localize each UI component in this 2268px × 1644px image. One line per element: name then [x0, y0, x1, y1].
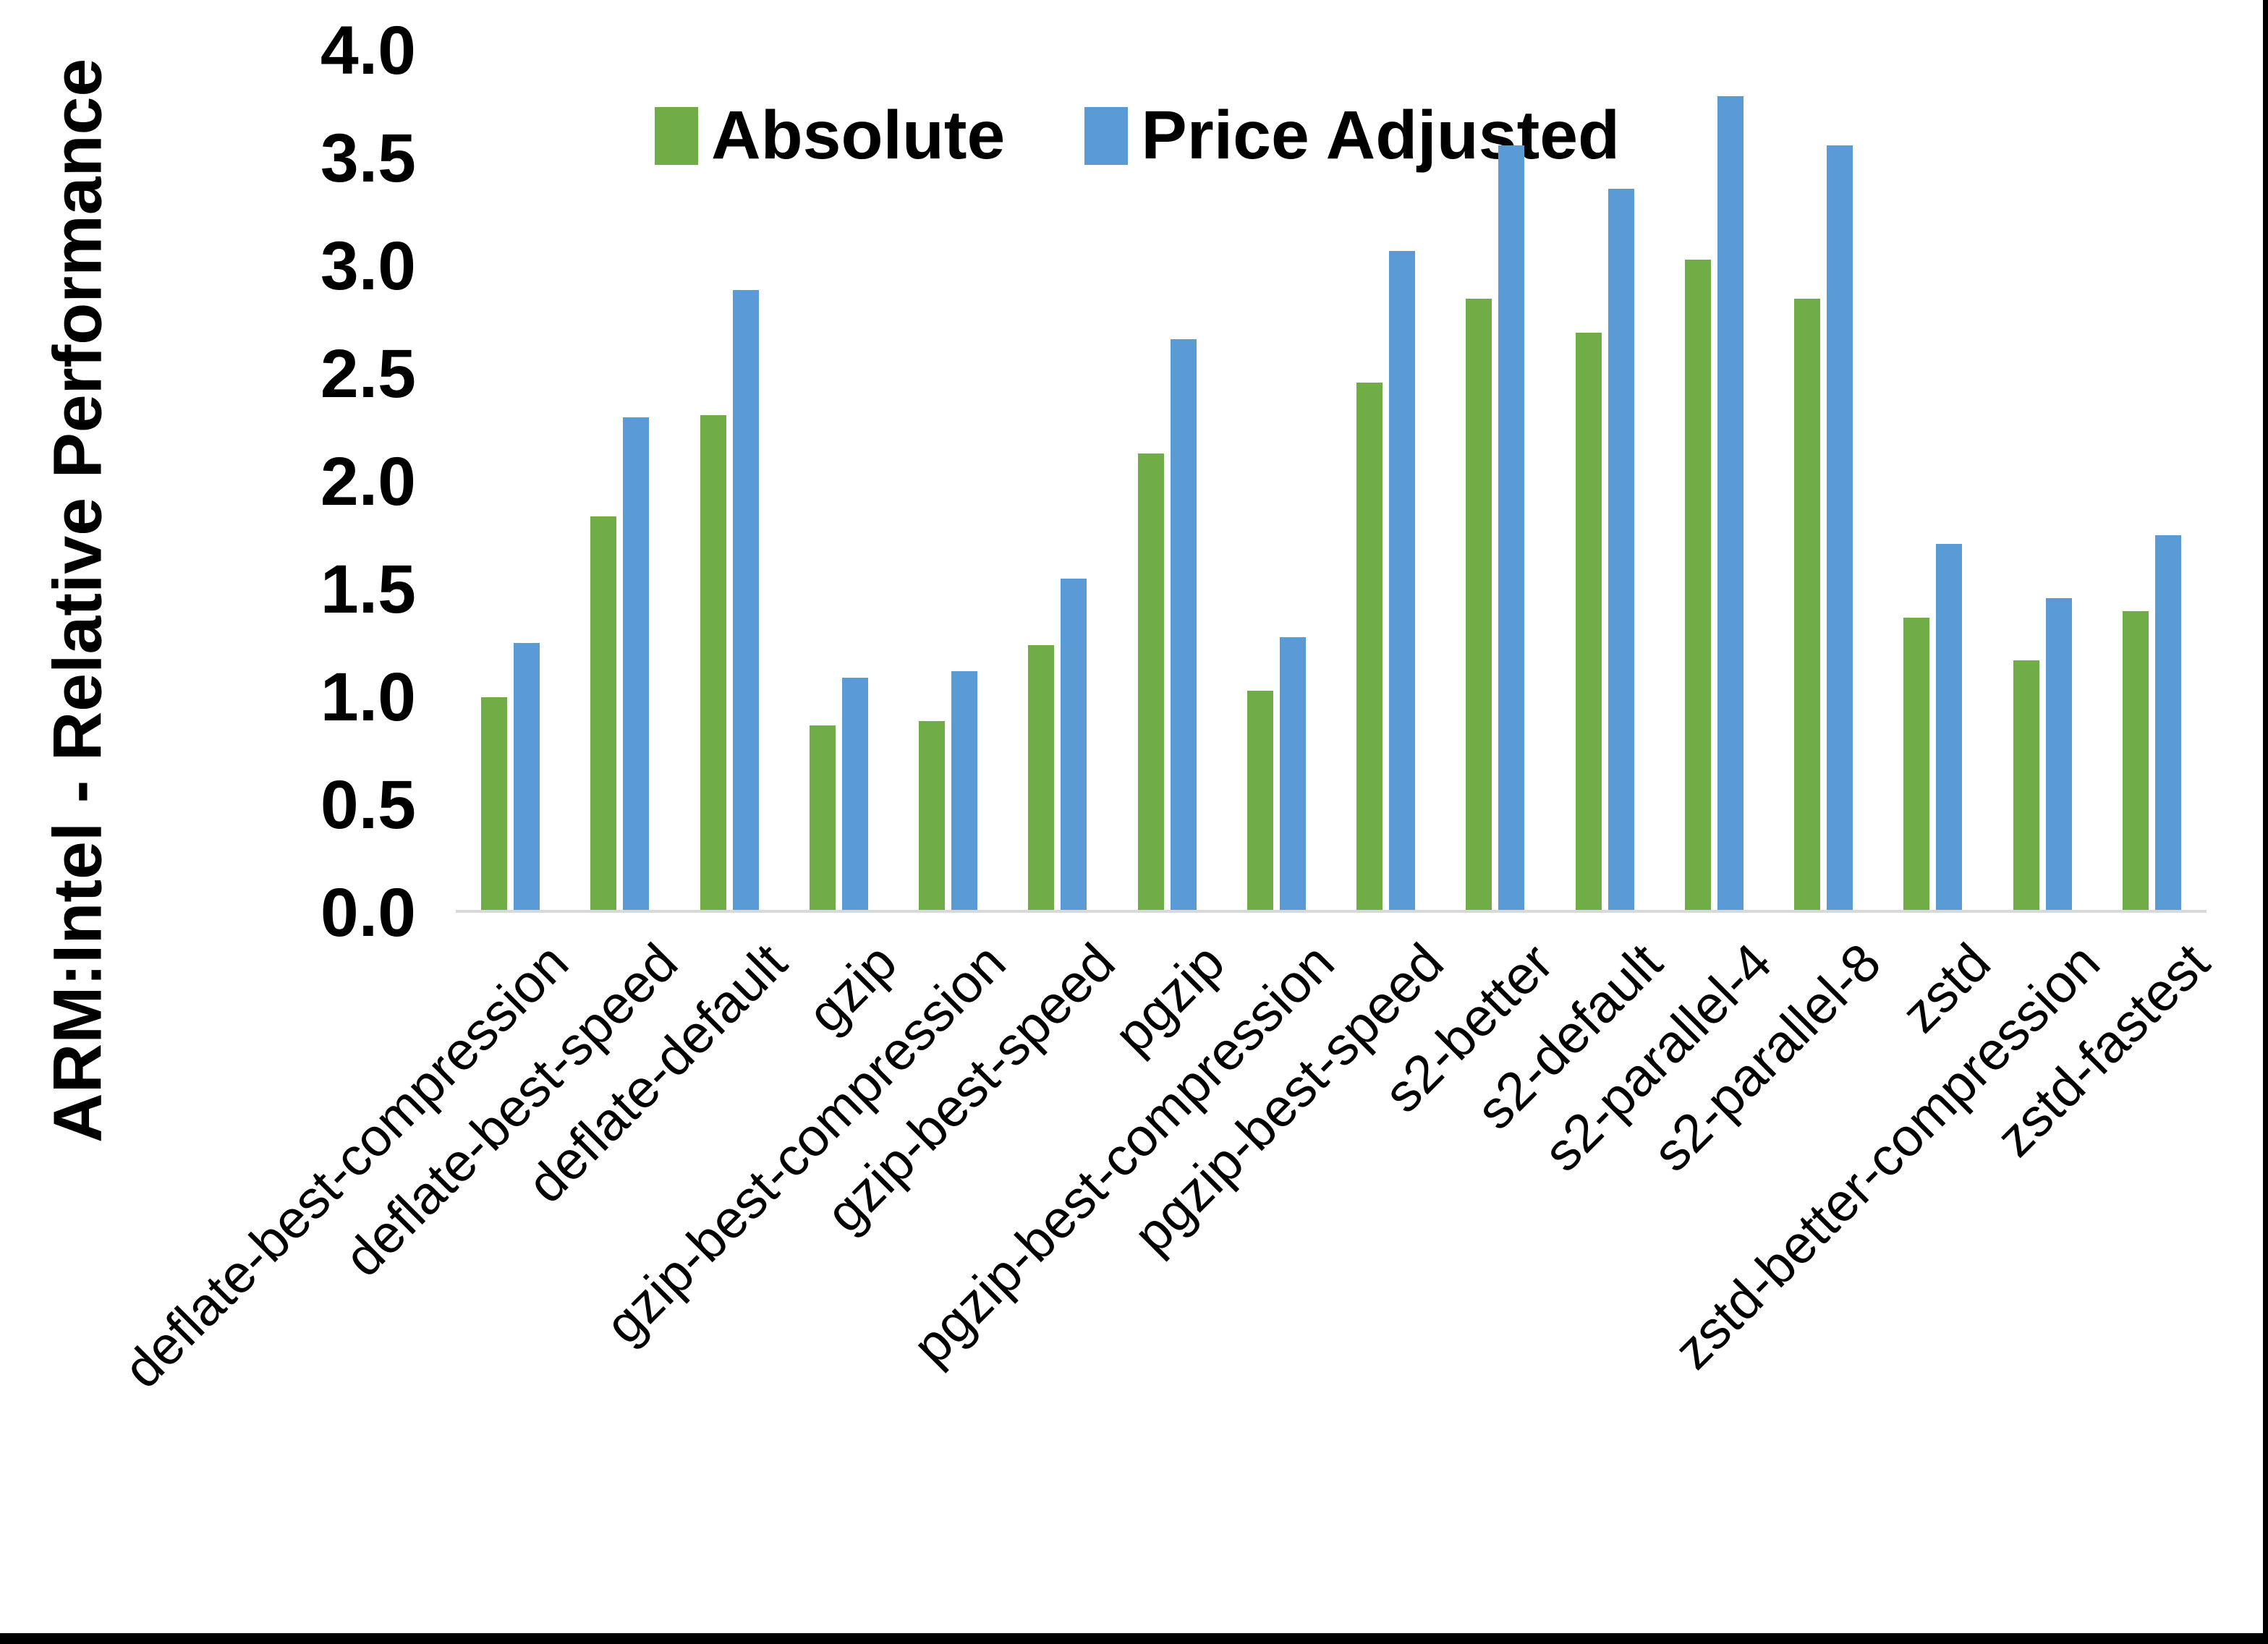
bar-group-deflate-best-compression [456, 51, 565, 913]
y-tick-label-0.5: 0.5 [320, 767, 416, 843]
bar-group-s2-default [1550, 51, 1660, 913]
bar-absolute-pgzip-best-compression [1246, 691, 1273, 913]
y-tick-label-1.5: 1.5 [320, 551, 416, 628]
bar-price-adjusted-gzip [841, 678, 868, 913]
y-tick-label-1.0: 1.0 [320, 659, 416, 736]
bar-absolute-s2-parallel-4 [1684, 260, 1711, 913]
bar-absolute-pgzip-best-speed [1356, 383, 1383, 913]
frame-bottom-border [0, 1633, 2268, 1644]
bar-absolute-zstd-better-compression [2013, 660, 2039, 913]
bar-price-adjusted-pgzip-best-speed [1389, 251, 1416, 913]
x-label-deflate-best-compression: deflate-best-compression [111, 932, 579, 1400]
bar-absolute-pgzip [1137, 453, 1164, 913]
bar-absolute-gzip-best-compression [919, 721, 946, 913]
y-tick-label-4.0: 4.0 [320, 12, 416, 89]
y-tick-label-3.0: 3.0 [320, 228, 416, 304]
bar-group-zstd-better-compression [1988, 51, 2097, 913]
bar-price-adjusted-deflate-default [732, 290, 759, 913]
bar-absolute-deflate-default [700, 415, 726, 913]
bar-absolute-zstd-fastest [2122, 611, 2149, 913]
bar-group-deflate-best-speed [565, 51, 674, 913]
frame-right-border [2263, 0, 2268, 1644]
bar-absolute-gzip-best-speed [1028, 645, 1055, 913]
bar-absolute-s2-better [1466, 299, 1492, 913]
y-tick-label-2.0: 2.0 [320, 443, 416, 520]
bar-absolute-deflate-best-compression [481, 697, 508, 913]
bar-price-adjusted-s2-better [1498, 145, 1525, 913]
bar-price-adjusted-deflate-best-compression [514, 643, 540, 913]
bar-price-adjusted-deflate-best-speed [623, 417, 650, 913]
bar-price-adjusted-zstd [1936, 544, 1963, 913]
bar-group-pgzip-best-speed [1331, 51, 1440, 913]
bar-group-pgzip-best-compression [1222, 51, 1331, 913]
bar-price-adjusted-zstd-better-compression [2045, 598, 2072, 913]
legend-label-price-adjusted: Price Adjusted [1141, 97, 1621, 174]
bar-group-s2-parallel-4 [1660, 51, 1769, 913]
bar-group-gzip-best-speed [1003, 51, 1112, 913]
legend-item-absolute: Absolute [655, 101, 1005, 170]
y-tick-label-3.5: 3.5 [320, 120, 416, 197]
bar-price-adjusted-zstd-fastest [2154, 535, 2181, 913]
bar-price-adjusted-gzip-best-compression [951, 671, 978, 913]
bar-group-gzip [784, 51, 893, 913]
bar-price-adjusted-pgzip [1170, 339, 1197, 913]
bar-group-deflate-default [675, 51, 784, 913]
legend-label-absolute: Absolute [711, 97, 1006, 174]
bar-group-zstd-fastest [2097, 51, 2207, 913]
bar-absolute-s2-default [1575, 333, 1602, 913]
legend-swatch-absolute-icon [655, 106, 698, 165]
bar-absolute-s2-parallel-8 [1794, 299, 1821, 913]
bar-group-pgzip [1113, 51, 1222, 913]
bar-price-adjusted-gzip-best-speed [1061, 579, 1087, 913]
bar-absolute-gzip [809, 725, 836, 913]
legend: Absolute Price Adjusted [655, 101, 1620, 170]
bar-price-adjusted-pgzip-best-compression [1279, 637, 1306, 913]
x-axis-line [456, 910, 2207, 913]
plot-area [456, 51, 2207, 913]
bar-price-adjusted-s2-default [1607, 189, 1634, 913]
bar-group-s2-parallel-8 [1769, 51, 1878, 913]
y-tick-label-2.5: 2.5 [320, 336, 416, 412]
y-tick-label-0.0: 0.0 [320, 874, 416, 951]
bar-group-zstd [1878, 51, 1987, 913]
bar-group-gzip-best-compression [893, 51, 1003, 913]
legend-item-price-adjusted: Price Adjusted [1084, 101, 1620, 170]
bar-price-adjusted-s2-parallel-8 [1827, 145, 1853, 913]
legend-swatch-price-adjusted-icon [1084, 106, 1129, 165]
bar-absolute-deflate-best-speed [590, 516, 617, 913]
bar-price-adjusted-s2-parallel-4 [1717, 96, 1744, 913]
bar-group-s2-better [1440, 51, 1550, 913]
bar-absolute-zstd [1903, 618, 1930, 913]
